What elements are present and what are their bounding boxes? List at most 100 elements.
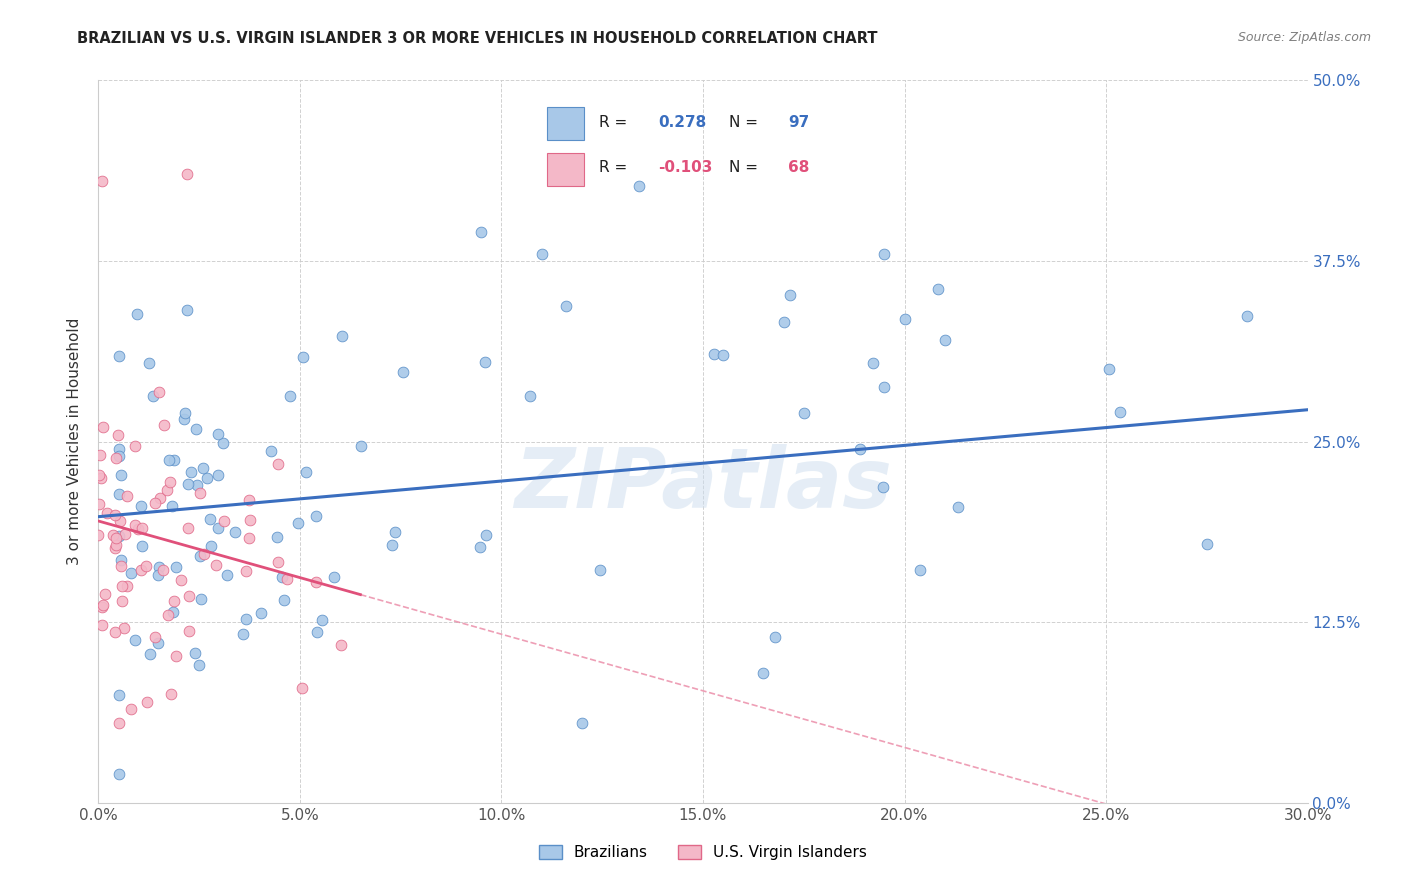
Point	[474, 355, 496, 369]
Point	[143, 495, 166, 509]
Point	[159, 475, 181, 489]
Point	[475, 528, 498, 542]
Point	[111, 579, 134, 593]
Point	[384, 524, 406, 539]
Point	[96, 506, 118, 520]
Point	[873, 246, 896, 260]
Point	[184, 422, 207, 436]
Point	[305, 575, 328, 590]
Point	[873, 380, 896, 394]
Point	[107, 767, 129, 781]
Point	[93, 587, 115, 601]
Point	[143, 630, 166, 644]
Point	[107, 487, 129, 501]
Point	[1236, 309, 1258, 323]
Point	[117, 489, 139, 503]
Point	[112, 621, 135, 635]
Point	[287, 516, 309, 531]
Point	[239, 513, 262, 527]
Point	[105, 450, 128, 465]
Text: ZIPatlas: ZIPatlas	[515, 444, 891, 525]
Point	[107, 349, 129, 363]
Point	[273, 593, 295, 607]
Point	[107, 442, 129, 457]
Point	[152, 563, 174, 577]
Point	[148, 559, 170, 574]
Point	[148, 384, 170, 399]
Point	[152, 417, 174, 432]
Point	[165, 560, 187, 574]
Point	[188, 549, 211, 563]
Point	[763, 630, 786, 644]
Text: N =: N =	[730, 115, 763, 130]
Text: BRAZILIAN VS U.S. VIRGIN ISLANDER 3 OR MORE VEHICLES IN HOUSEHOLD CORRELATION CH: BRAZILIAN VS U.S. VIRGIN ISLANDER 3 OR M…	[77, 31, 877, 46]
Point	[849, 442, 872, 456]
Point	[107, 716, 129, 731]
Point	[779, 287, 801, 301]
Point	[138, 356, 160, 370]
Point	[207, 426, 229, 441]
Point	[391, 365, 413, 379]
FancyBboxPatch shape	[547, 107, 583, 140]
Point	[267, 555, 290, 569]
Point	[162, 605, 184, 619]
Point	[87, 498, 110, 512]
Point	[267, 457, 290, 471]
Point	[330, 638, 353, 652]
Point	[292, 351, 315, 365]
Point	[1109, 405, 1132, 419]
Point	[177, 589, 200, 603]
Point	[1098, 362, 1121, 376]
Point	[571, 716, 593, 731]
Point	[872, 480, 894, 494]
Text: N =: N =	[730, 160, 763, 175]
Point	[752, 665, 775, 680]
Point	[184, 646, 207, 660]
Point	[927, 282, 949, 296]
Point	[235, 612, 257, 626]
Point	[131, 521, 153, 535]
Point	[124, 439, 146, 453]
Point	[135, 695, 157, 709]
Point	[198, 512, 221, 526]
Point	[193, 547, 215, 561]
Point	[127, 307, 149, 321]
Point	[772, 315, 794, 329]
Point	[946, 500, 969, 514]
Point	[107, 449, 129, 463]
Point	[176, 167, 198, 181]
Point	[120, 566, 142, 580]
Text: 97: 97	[787, 115, 810, 130]
Text: R =: R =	[599, 160, 633, 175]
Point	[157, 453, 180, 467]
Point	[103, 528, 125, 542]
Point	[165, 648, 187, 663]
Point	[470, 225, 492, 239]
Point	[107, 688, 129, 702]
Point	[107, 427, 129, 442]
Point	[104, 541, 127, 556]
Point	[266, 530, 288, 544]
Point	[294, 465, 316, 479]
Legend: Brazilians, U.S. Virgin Islanders: Brazilians, U.S. Virgin Islanders	[538, 845, 868, 860]
Point	[104, 531, 127, 545]
Point	[470, 540, 492, 554]
Point	[108, 514, 131, 528]
Point	[87, 467, 110, 482]
Point	[1195, 537, 1218, 551]
Point	[188, 485, 211, 500]
Point	[160, 687, 183, 701]
Point	[176, 303, 198, 318]
Point	[207, 521, 229, 535]
Point	[173, 412, 195, 426]
Point	[207, 468, 229, 483]
Point	[107, 528, 129, 542]
Point	[129, 500, 152, 514]
Point	[186, 478, 208, 492]
Point	[238, 493, 260, 508]
Point	[224, 524, 246, 539]
Point	[91, 420, 114, 434]
Point	[291, 681, 314, 695]
Point	[177, 521, 200, 535]
Point	[381, 538, 404, 552]
